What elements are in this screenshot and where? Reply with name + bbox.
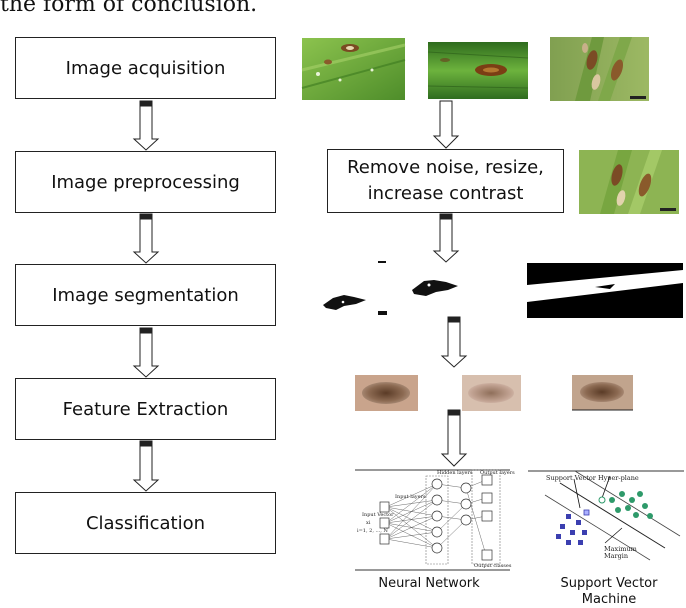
neural-network-figure: Hidden layers Input layers Output layers… <box>355 469 515 571</box>
arrow-down-icon <box>132 327 160 378</box>
lesion-crop-3 <box>572 375 633 411</box>
nn-input-layers-label: Input layers <box>395 494 426 500</box>
preprocessing-box: Remove noise, resize, increase contrast <box>327 149 564 213</box>
segmentation-mask-1 <box>323 261 458 315</box>
arrow-down-icon <box>440 316 468 368</box>
arrow-down-icon <box>440 409 468 467</box>
preprocessing-line-1: Remove noise, resize, <box>347 157 544 178</box>
stage-image-preprocessing: Image preprocessing <box>15 151 276 213</box>
right-arrows <box>432 100 468 467</box>
lesion-crop-1 <box>355 375 418 411</box>
svm-margin-label-2: Margin <box>604 552 628 560</box>
leaf-photo-1 <box>301 38 406 100</box>
stage-label: Image segmentation <box>52 284 239 306</box>
stage-image-segmentation: Image segmentation <box>15 264 276 326</box>
nn-input-vector-symbol: xi <box>366 520 371 526</box>
leaf-photo-3 <box>550 37 649 101</box>
svm-caption-line-1: Support Vector <box>560 576 658 591</box>
preprocessed-photo <box>579 150 679 214</box>
nn-hidden-layers-label: Hidden layers <box>437 470 473 476</box>
leaf-photo-2 <box>427 42 529 99</box>
svm-margin-label-1: Maximum <box>604 545 637 553</box>
neural-network-caption: Neural Network <box>378 576 480 591</box>
top-text-fragment: the form of conclusion. <box>0 0 258 17</box>
nn-output-layers-label: Output layers <box>480 470 515 476</box>
nn-input-vector-range: i=1, 2, ..., N <box>357 528 388 534</box>
segmentation-mask-2 <box>527 263 683 318</box>
nn-input-vector-label: Input Vector <box>362 512 394 518</box>
stage-label: Image acquisition <box>65 57 226 79</box>
preprocessing-line-2: increase contrast <box>367 183 524 204</box>
nn-output-classes-label: Output classes <box>474 563 512 569</box>
arrow-down-icon <box>132 213 160 264</box>
stage-label: Image preprocessing <box>51 171 240 193</box>
arrow-down-icon <box>132 440 160 492</box>
svm-caption-line-2: Machine <box>581 592 637 607</box>
arrow-down-icon <box>432 100 460 149</box>
lesion-crop-2 <box>462 375 521 411</box>
svm-hyperplane-label: Support Vector Hyper-plane <box>546 474 639 482</box>
stage-label: Classification <box>85 512 206 534</box>
stage-label: Feature Extraction <box>62 398 229 420</box>
arrow-down-icon <box>432 213 460 263</box>
svm-caption: Support Vector Machine <box>534 576 684 608</box>
stage-image-acquisition: Image acquisition <box>15 37 276 99</box>
svm-figure: Support Vector Hyper-plane Maximum Margi… <box>528 470 684 561</box>
arrow-down-icon <box>132 100 160 151</box>
stage-classification: Classification <box>15 492 276 554</box>
left-arrows <box>132 100 160 492</box>
stage-feature-extraction: Feature Extraction <box>15 378 276 440</box>
